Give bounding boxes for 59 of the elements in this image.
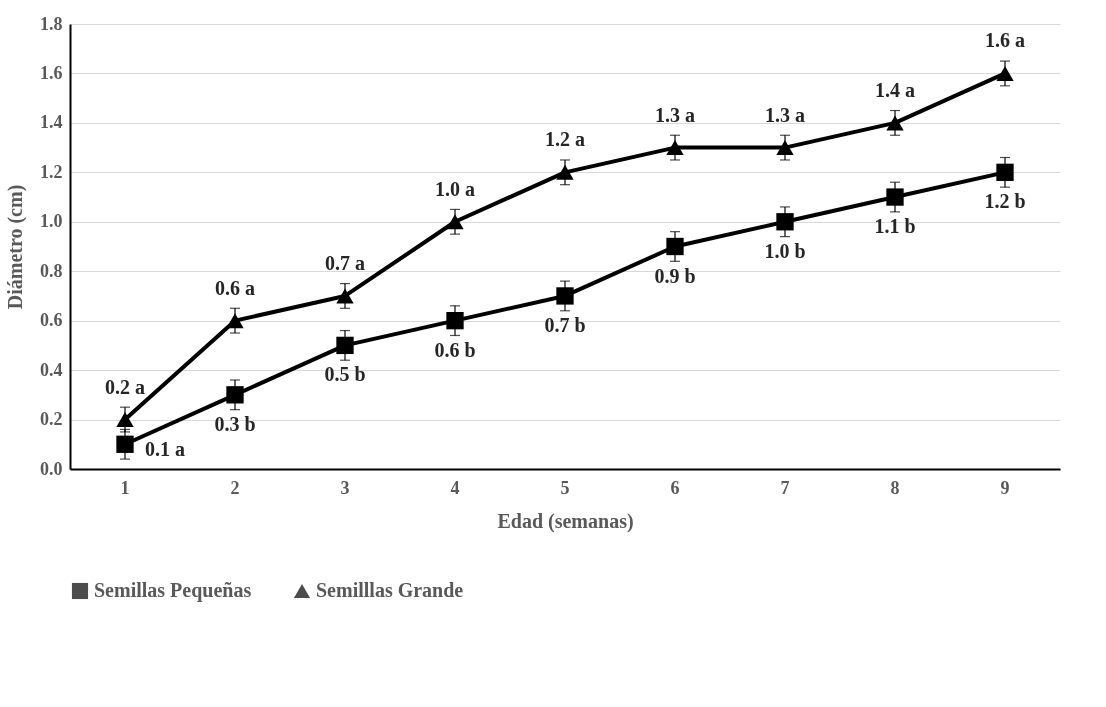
y-tick-label: 1.2 [40, 161, 63, 182]
y-tick-label: 0.2 [40, 409, 63, 430]
data-label: 1.0 a [435, 177, 475, 200]
x-tick-label: 4 [450, 477, 460, 498]
y-tick-label: 0.4 [40, 359, 63, 380]
data-label: 0.3 b [214, 412, 256, 435]
point [556, 287, 574, 305]
point [996, 65, 1014, 81]
point [886, 188, 904, 206]
point [886, 115, 904, 131]
y-tick-label: 1.0 [40, 211, 63, 232]
point [336, 288, 354, 304]
x-tick-label: 8 [890, 477, 900, 498]
point [116, 435, 134, 453]
data-label: 1.6 a [985, 29, 1025, 52]
point [226, 386, 244, 404]
point [666, 237, 684, 256]
point [116, 412, 134, 428]
point [446, 214, 464, 230]
x-tick-label: 1 [120, 477, 130, 498]
data-label: 1.2 b [984, 190, 1026, 213]
y-tick-label: 0.6 [40, 310, 63, 331]
x-tick-label: 3 [340, 477, 350, 498]
x-tick-label: 6 [670, 477, 680, 498]
data-label: 0.9 b [654, 264, 696, 287]
legend-label: Semillas Pequeñas [94, 579, 252, 602]
x-tick-label: 9 [1000, 477, 1010, 498]
data-label: 1.3 a [765, 103, 805, 126]
data-label: 1.0 b [764, 239, 806, 262]
x-tick-label: 5 [560, 477, 570, 498]
y-tick-label: 1.4 [40, 112, 63, 133]
x-tick-label: 7 [780, 477, 790, 498]
point [556, 164, 574, 180]
point [776, 213, 794, 231]
data-label: 1.2 a [545, 128, 585, 151]
point [776, 140, 794, 156]
point [666, 140, 684, 156]
legend-label: Semilllas Grande [316, 579, 464, 601]
data-label: 0.6 b [434, 338, 476, 361]
x-axis-title: Edad (semanas) [497, 509, 634, 533]
point [226, 313, 244, 329]
x-tick-label: 2 [230, 477, 240, 498]
data-label: 0.6 a [215, 276, 255, 299]
data-label: 0.7 a [325, 251, 365, 274]
y-tick-label: 0.8 [40, 260, 63, 281]
data-label: 1.1 b [874, 215, 916, 238]
data-label: 1.4 a [875, 78, 915, 101]
data-label: 1.3 a [655, 103, 695, 126]
y-tick-label: 1.8 [40, 13, 63, 34]
y-tick-label: 0.0 [40, 458, 63, 479]
point [446, 312, 464, 330]
data-label: 0.1 a [145, 438, 185, 461]
point [996, 163, 1014, 181]
y-axis-title: Diámetro (cm) [4, 184, 27, 310]
y-tick-label: 1.6 [40, 62, 63, 83]
point [336, 336, 354, 355]
data-label: 0.5 b [324, 363, 366, 386]
data-label: 0.2 a [105, 375, 145, 398]
data-label: 0.7 b [544, 313, 586, 336]
